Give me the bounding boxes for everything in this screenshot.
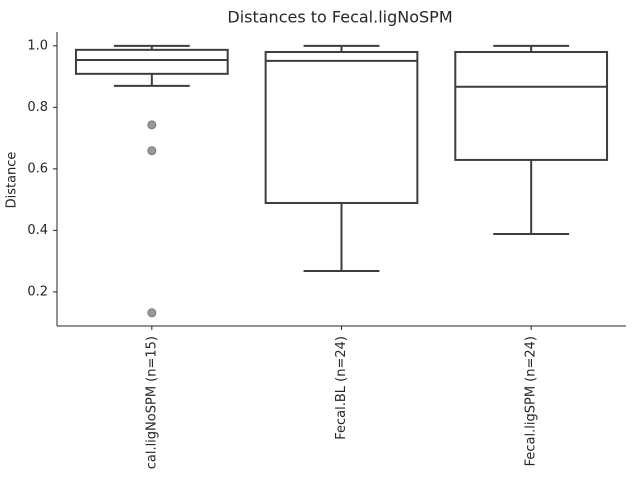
y-tick-label: 1.0 [27,38,48,53]
y-axis-label: Distance [5,152,20,209]
x-tick-label: cal.ligNoSPM (n=15) [144,336,159,469]
outlier [147,120,157,130]
outlier [147,308,157,318]
y-tick-label: 0.4 [27,223,48,238]
box [454,50,609,161]
chart-title: Distances to Fecal.ligNoSPM [227,8,452,27]
y-tick-label: 0.6 [27,161,48,176]
outlier [147,146,157,156]
box [264,50,419,204]
y-tick-label: 0.2 [27,284,48,299]
box [74,48,229,75]
x-tick-label: Fecal.ligSPM (n=24) [524,336,539,466]
x-tick-label: Fecal.BL (n=24) [334,336,349,440]
y-tick-label: 0.8 [27,100,48,115]
